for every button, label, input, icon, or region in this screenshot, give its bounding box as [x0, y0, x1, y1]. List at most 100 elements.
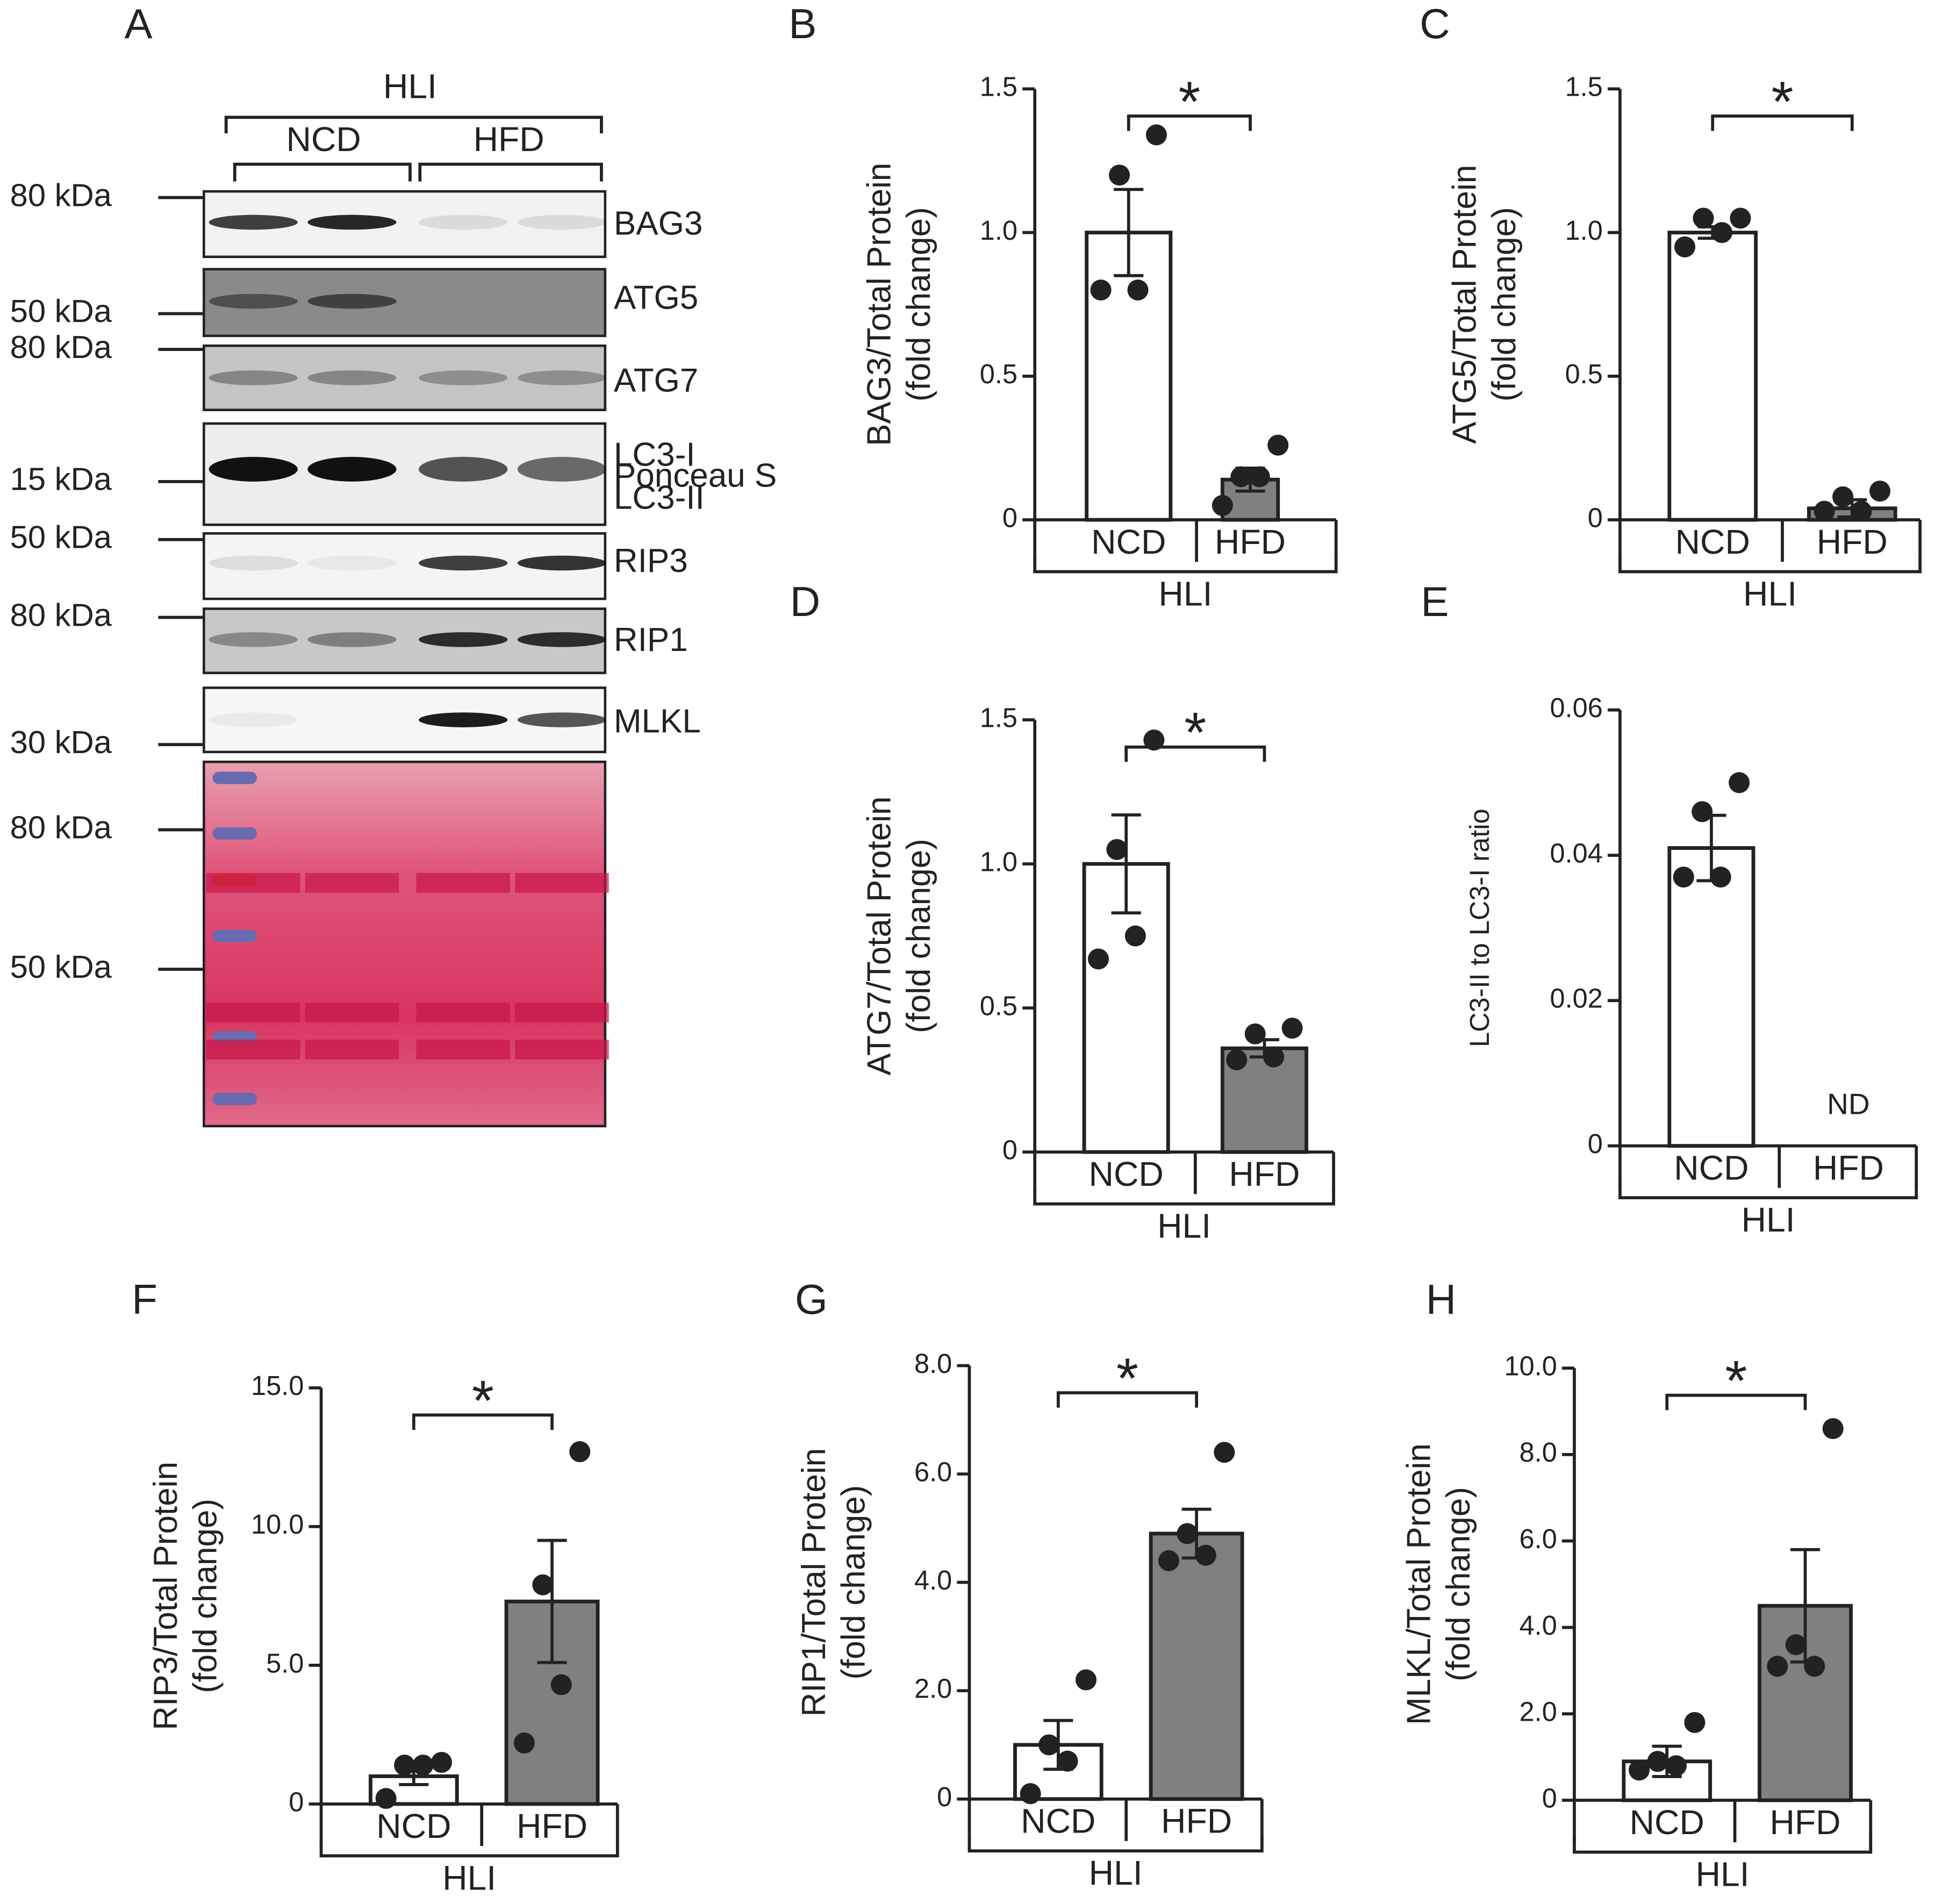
group-label: HLI	[1158, 574, 1212, 613]
data-point	[1109, 164, 1130, 186]
ponceau-band	[206, 1003, 300, 1022]
y-tick-label: 0	[1588, 502, 1603, 533]
data-point	[1244, 1023, 1266, 1044]
y-axis-label: ATG5/Total Protein	[1446, 165, 1484, 444]
y-tick-label: 0.5	[980, 990, 1017, 1021]
y-tick-label: 0.04	[1550, 838, 1602, 868]
y-tick-label: 1.0	[1565, 215, 1603, 246]
y-axis-label: (fold change)	[900, 207, 937, 402]
bar	[1085, 231, 1173, 522]
x-tick-label: HFD	[1817, 522, 1888, 561]
blot-strip	[202, 344, 607, 411]
data-point	[1230, 466, 1252, 488]
y-tick-label: 1.0	[980, 215, 1017, 246]
x-tick-label: NCD	[1674, 1149, 1748, 1187]
data-point	[1267, 434, 1289, 456]
y-tick-label: 0	[1542, 1783, 1557, 1813]
ponceau-band	[305, 872, 399, 893]
blot-band	[517, 712, 607, 727]
x-tick-label: NCD	[376, 1807, 451, 1845]
bracket	[224, 116, 603, 134]
x-tick-label: NCD	[1021, 1802, 1095, 1841]
data-point	[1692, 801, 1713, 822]
y-tick-label: 4.0	[1520, 1610, 1557, 1641]
marker-label: 15 kDa	[10, 461, 112, 497]
data-point	[1090, 279, 1112, 301]
bracket	[233, 162, 412, 182]
y-tick-label: 1.5	[980, 71, 1017, 102]
panel-letter: F	[132, 1276, 157, 1323]
group-label: HLI	[1743, 574, 1797, 613]
blot-band	[418, 456, 508, 482]
y-tick-label: 0.5	[980, 359, 1017, 389]
x-tick-label: NCD	[1630, 1803, 1704, 1842]
y-axis-label: ATG7/Total Protein	[861, 797, 898, 1076]
y-tick-label: 0	[289, 1786, 304, 1817]
panel-letter: E	[1421, 578, 1449, 625]
panel-letter: D	[790, 578, 820, 625]
group-bracket	[1033, 1189, 1335, 1206]
panel-letter: H	[1426, 1276, 1456, 1323]
bar	[1667, 231, 1758, 522]
x-tick-label: NCD	[1091, 522, 1166, 561]
marker-label: 80 kDa	[10, 177, 112, 213]
band-label: BAG3	[614, 205, 703, 242]
blot-band	[517, 214, 607, 230]
ponceau	[202, 760, 607, 1128]
bar	[1667, 846, 1755, 1148]
ladder-band	[212, 771, 257, 784]
group-label: HLI	[383, 67, 437, 105]
y-tick-label: 0	[1002, 502, 1017, 533]
y-tick-label: 10.0	[251, 1509, 304, 1540]
blot-band	[418, 632, 508, 647]
ponceau-band	[515, 872, 609, 893]
data-point	[1087, 948, 1109, 970]
data-point	[1822, 1418, 1844, 1440]
x-tick-label: HFD	[517, 1807, 587, 1845]
data-point	[1629, 1759, 1650, 1781]
data-point	[1226, 1049, 1248, 1071]
y-tick-label: 8.0	[1520, 1437, 1557, 1468]
ladder-band	[212, 827, 257, 840]
blot-band	[307, 555, 397, 571]
band-label: ATG5	[614, 280, 698, 317]
marker-label: 50 kDa	[10, 519, 112, 555]
data-point	[1851, 500, 1872, 522]
band-label: ATG7	[614, 362, 698, 399]
data-point	[1177, 1523, 1198, 1544]
group-label: HLI	[1742, 1200, 1795, 1239]
y-tick-label: 5.0	[266, 1648, 304, 1678]
data-point	[1647, 1751, 1668, 1772]
blot-band	[307, 294, 397, 309]
y-tick-label: 15.0	[251, 1370, 304, 1401]
y-tick-label: 1.5	[980, 703, 1017, 733]
y-axis-label: (fold change)	[835, 1485, 872, 1680]
data-point	[1767, 1656, 1788, 1677]
blot-band	[517, 555, 607, 571]
significance-label: *	[1116, 1347, 1138, 1411]
ponceau-band	[206, 1040, 300, 1060]
data-point	[1665, 1755, 1687, 1777]
blot-band	[209, 712, 298, 727]
y-axis-label: RIP1/Total Protein	[796, 1448, 833, 1717]
y-tick-label: 0.02	[1550, 983, 1602, 1014]
data-point	[1869, 481, 1891, 502]
group-label: HLI	[1157, 1207, 1211, 1246]
data-point	[1038, 1734, 1060, 1756]
group-bracket	[1033, 556, 1338, 574]
group-label: HLI	[1696, 1855, 1750, 1893]
blot-band	[209, 456, 298, 482]
y-axis-label: (fold change)	[1440, 1487, 1477, 1681]
data-point	[1106, 839, 1128, 860]
blot-band	[517, 370, 607, 385]
group-bracket	[1573, 1837, 1873, 1854]
y-tick-label: 10.0	[1504, 1350, 1557, 1381]
data-point	[1693, 207, 1714, 229]
data-point	[1673, 867, 1694, 888]
data-point	[569, 1441, 591, 1463]
error-bar	[537, 1538, 567, 1664]
y-tick-label: 4.0	[914, 1565, 952, 1595]
data-point	[1684, 1712, 1705, 1733]
data-point	[1804, 1656, 1825, 1677]
ponceau-band	[416, 1040, 510, 1060]
